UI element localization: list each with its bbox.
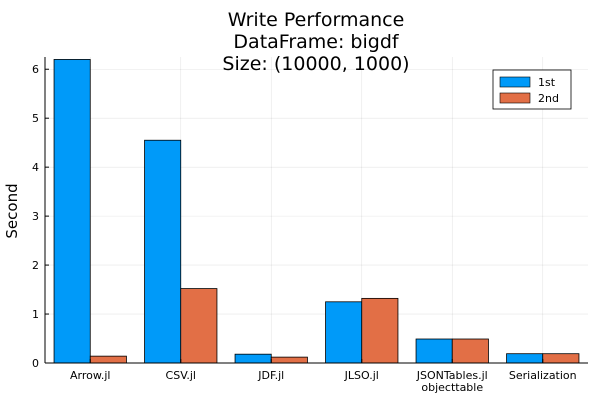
- legend-label-2nd: 2nd: [538, 92, 559, 105]
- x-tick-label: Arrow.jl: [70, 369, 110, 382]
- x-tick-label: objecttable: [421, 381, 483, 394]
- x-tick-label: Serialization: [509, 369, 577, 382]
- grid: [45, 57, 588, 364]
- chart-title-line-3: Size: (10000, 1000): [222, 53, 409, 75]
- chart-title-line-2: DataFrame: bigdf: [233, 31, 399, 53]
- bar-1st-0: [53, 59, 91, 364]
- bar-1st-4: [415, 338, 453, 364]
- y-tick-label: 4: [32, 161, 39, 174]
- axes: [44, 57, 588, 364]
- bar-2nd-2: [270, 356, 308, 364]
- x-tick-label: JLSO.jl: [344, 369, 379, 382]
- chart-title-line-1: Write Performance: [228, 9, 405, 31]
- y-axis-label: Second: [3, 183, 21, 238]
- x-tick-label: CSV.jl: [166, 369, 196, 382]
- bar-1st-3: [325, 301, 363, 364]
- y-tick-label: 0: [32, 357, 39, 370]
- y-tick-label: 5: [32, 112, 39, 125]
- bar-2nd-0: [89, 355, 127, 364]
- y-tick-label: 3: [32, 210, 39, 223]
- bar-1st-5: [506, 353, 544, 364]
- bar-1st-1: [144, 139, 182, 364]
- bar-2nd-3: [361, 297, 399, 364]
- bar-2nd-4: [451, 338, 489, 364]
- bar-1st-2: [234, 353, 272, 364]
- legend-swatch-2nd: [499, 92, 531, 104]
- y-tick-label: 2: [32, 259, 39, 272]
- y-tick-label: 6: [32, 63, 39, 76]
- x-tick-label: JDF.jl: [257, 369, 284, 382]
- legend-swatch-1st: [499, 76, 531, 88]
- y-tick-label: 1: [32, 308, 39, 321]
- x-tick-labels: Arrow.jl CSV.jl JDF.jl JLSO.jl JSONTables.jl…: [70, 359, 577, 394]
- y-tick-labels: 0 1 2 3 4 5 6: [32, 63, 49, 370]
- bars: [53, 59, 580, 364]
- legend-label-1st: 1st: [538, 76, 556, 89]
- bar-2nd-1: [180, 288, 218, 364]
- x-tick-label: JSONTables.jl: [416, 369, 488, 382]
- bar-2nd-5: [542, 353, 580, 364]
